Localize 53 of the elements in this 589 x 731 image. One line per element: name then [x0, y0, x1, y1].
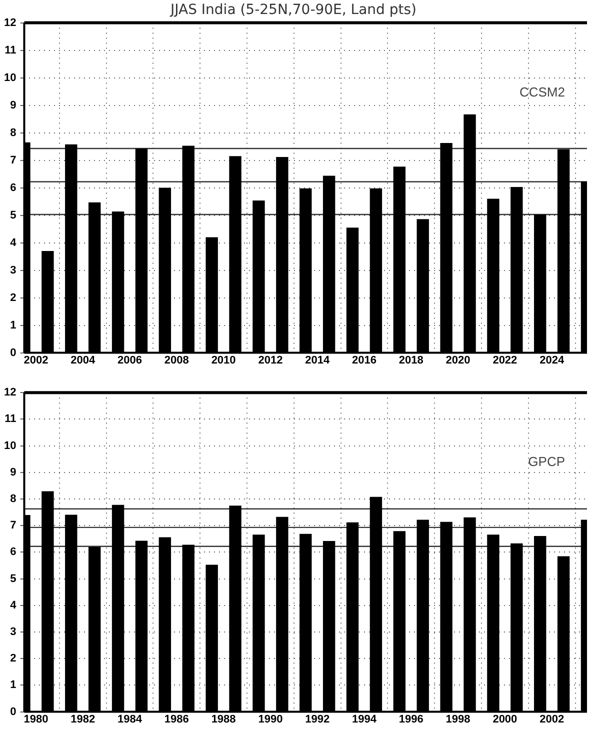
y-tick-label: 2: [10, 292, 16, 304]
y-tick-label: 3: [10, 626, 16, 638]
y-tick-label: 5: [10, 209, 16, 222]
y-tick-label: 0: [10, 346, 16, 359]
x-tick-label: 2012: [258, 354, 283, 366]
annotation: GPCP: [528, 454, 565, 470]
x-tick-label: 2002: [540, 713, 564, 726]
y-tick-label: 4: [10, 236, 18, 249]
x-tick-label: 1982: [70, 713, 96, 726]
x-tick-label: 2016: [352, 354, 376, 366]
x-tick-label: 1992: [305, 713, 330, 726]
x-tick-label: 2008: [164, 354, 189, 366]
x-tick-label: 2002: [24, 354, 48, 366]
y-tick-label: 8: [10, 493, 16, 506]
x-tick-label: 2010: [211, 354, 236, 366]
x-tick-label: 2006: [118, 354, 142, 366]
chart-title: JJAS India (5-25N,70-90E, Land pts): [169, 2, 417, 18]
y-tick-label: 1: [10, 319, 16, 332]
y-tick-label: 10: [4, 72, 16, 84]
y-tick-label: 11: [4, 413, 16, 426]
x-tick-label: 1996: [398, 713, 424, 726]
y-tick-label: 11: [4, 44, 16, 56]
y-tick-label: 6: [10, 546, 16, 558]
x-tick-label: 2022: [492, 354, 518, 366]
y-tick-label: 6: [10, 182, 16, 194]
x-tick-label: 1986: [164, 713, 189, 726]
y-tick-label: 9: [10, 99, 16, 112]
y-tick-label: 12: [4, 16, 16, 29]
y-tick-label: 12: [4, 386, 16, 399]
y-tick-label: 1: [10, 679, 16, 692]
y-tick-label: 2: [10, 652, 16, 665]
y-tick-label: 7: [10, 520, 16, 532]
x-tick-label: 1988: [211, 713, 236, 726]
x-tick-label: 1994: [352, 713, 378, 726]
y-tick-label: 7: [10, 154, 16, 166]
x-tick-label: 1980: [24, 713, 48, 726]
x-tick-label: 1984: [118, 713, 143, 726]
annotation: CCSM2: [519, 84, 565, 100]
y-tick-label: 4: [10, 599, 18, 612]
y-tick-label: 5: [10, 572, 16, 585]
y-tick-label: 9: [10, 466, 16, 478]
x-tick-label: 1998: [446, 713, 470, 726]
y-tick-label: 0: [10, 706, 16, 718]
y-tick-label: 8: [10, 126, 16, 139]
x-tick-label: 2020: [446, 354, 470, 366]
y-tick-label: 10: [4, 440, 16, 452]
x-tick-label: 2018: [398, 354, 424, 366]
y-tick-label: 3: [10, 264, 16, 276]
x-tick-label: 1990: [258, 713, 283, 726]
x-tick-label: 2014: [305, 354, 330, 366]
x-tick-label: 2004: [70, 354, 96, 366]
x-tick-label: 2000: [492, 713, 518, 726]
x-tick-label: 2024: [540, 354, 565, 366]
